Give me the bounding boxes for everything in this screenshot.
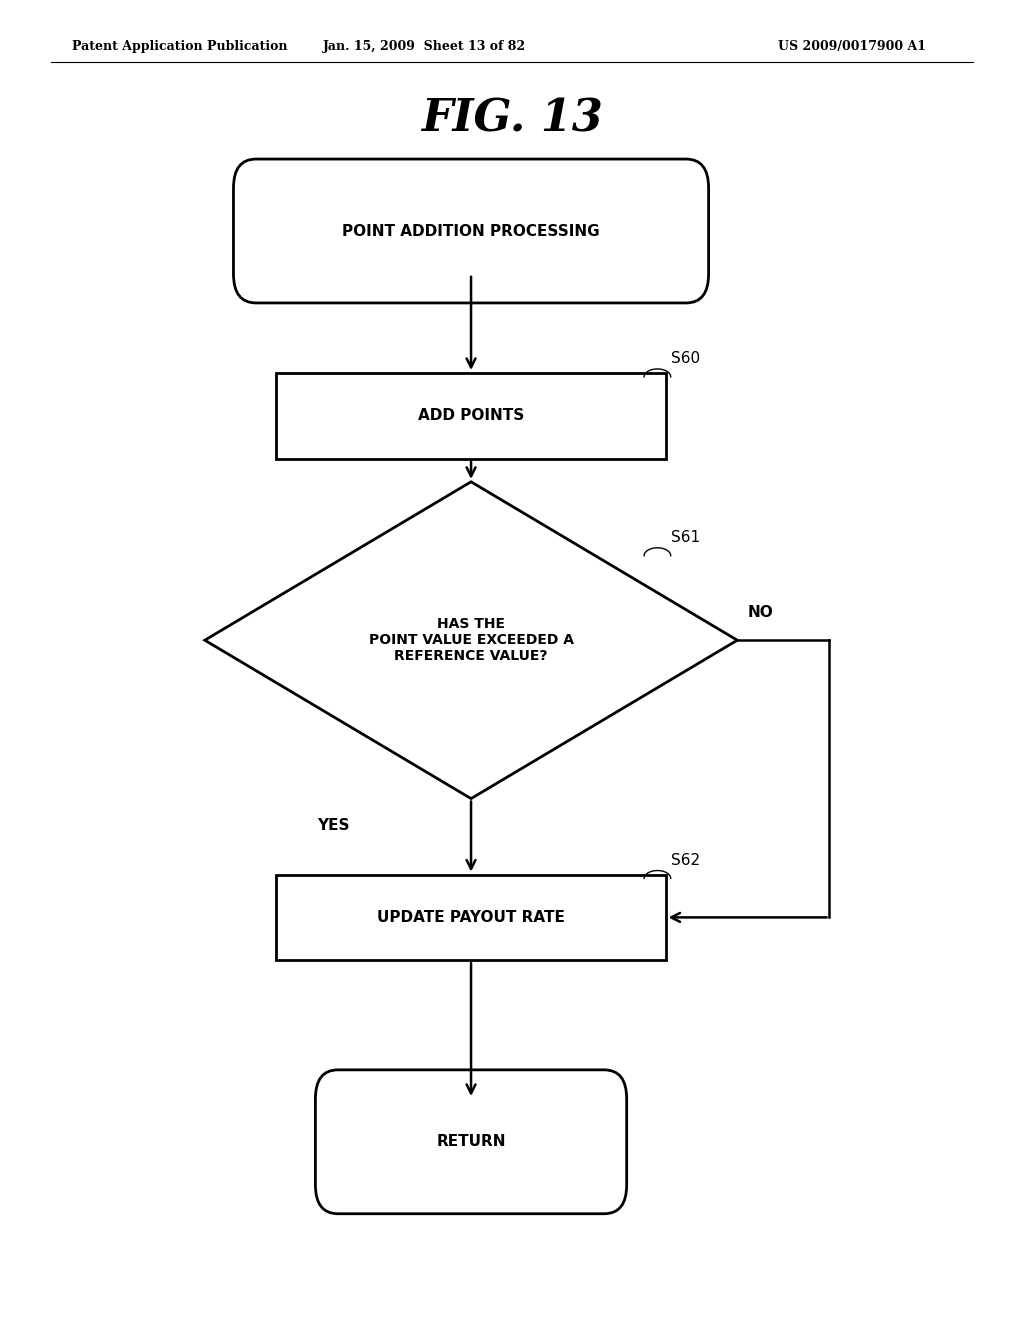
FancyBboxPatch shape: [233, 160, 709, 304]
Text: RETURN: RETURN: [436, 1134, 506, 1150]
Text: S60: S60: [671, 351, 699, 366]
Text: YES: YES: [317, 818, 350, 833]
Text: US 2009/0017900 A1: US 2009/0017900 A1: [778, 40, 927, 53]
Bar: [276, 372, 666, 458]
Text: Patent Application Publication: Patent Application Publication: [72, 40, 287, 53]
Text: NO: NO: [748, 606, 773, 620]
Text: S61: S61: [671, 531, 699, 545]
Text: FIG. 13: FIG. 13: [421, 98, 603, 140]
Text: HAS THE
POINT VALUE EXCEEDED A
REFERENCE VALUE?: HAS THE POINT VALUE EXCEEDED A REFERENCE…: [369, 616, 573, 664]
Text: POINT ADDITION PROCESSING: POINT ADDITION PROCESSING: [342, 223, 600, 239]
Text: ADD POINTS: ADD POINTS: [418, 408, 524, 424]
Text: S62: S62: [671, 853, 699, 869]
Text: Jan. 15, 2009  Sheet 13 of 82: Jan. 15, 2009 Sheet 13 of 82: [324, 40, 526, 53]
FancyBboxPatch shape: [315, 1069, 627, 1214]
Text: UPDATE PAYOUT RATE: UPDATE PAYOUT RATE: [377, 909, 565, 925]
Polygon shape: [205, 482, 737, 799]
Bar: [276, 875, 666, 961]
